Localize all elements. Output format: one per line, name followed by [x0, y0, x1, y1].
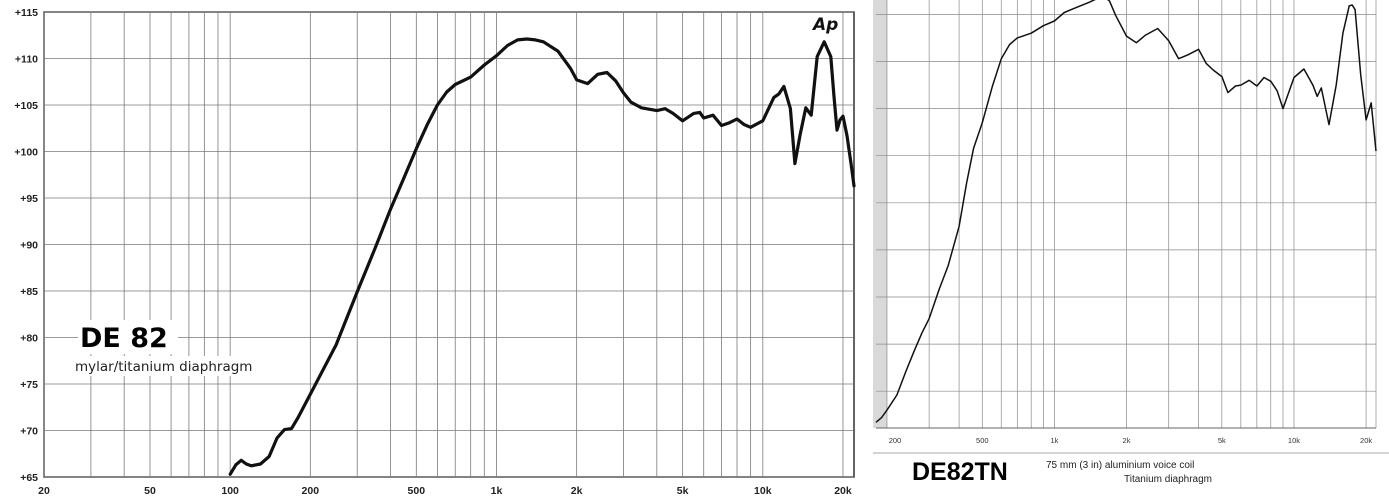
chart1-x-tick-label: 200 [302, 485, 320, 497]
chart1-title: DE 82 [80, 323, 168, 354]
chart1-x-tick-label: 20k [834, 485, 852, 497]
chart2-title: DE82TN [912, 458, 1008, 486]
chart1-y-tick-label: +95 [20, 193, 38, 205]
chart1-y-tick-label: +105 [14, 100, 38, 112]
chart2-x-tick-label: 1k [1050, 436, 1058, 445]
chart1-y-tick-label: +85 [20, 286, 38, 298]
chart2-left-shade [873, 0, 887, 428]
chart1-series-line [228, 37, 856, 476]
chart2-subtitle-line2: Titanium diaphragm [1124, 474, 1212, 485]
chart1-x-ticks: 20 50 100 200 500 1k 2k 5k 10k 20k [38, 485, 852, 497]
chart1-subtitle-backdrop [72, 356, 290, 376]
chart1-x-tick-label: 50 [144, 485, 156, 497]
chart2-x-tick-label: 200 [889, 436, 902, 445]
chart2-grid [876, 0, 1377, 428]
chart1-y-tick-label: +80 [20, 333, 38, 345]
chart2-subtitle-line1: 75 mm (3 in) aluminium voice coil [1046, 460, 1194, 471]
chart1-subtitle: mylar/titanium diaphragm [75, 359, 252, 375]
chart1-y-tick-label: +75 [20, 379, 38, 391]
chart1-y-tick-label: +110 [15, 54, 38, 66]
chart2-x-ticks: 200 500 1k 2k 5k 10k 20k [889, 436, 1373, 445]
chart1-y-tick-label: +65 [20, 472, 38, 484]
chart1-title-backdrop [78, 320, 178, 354]
chart1-y-ticks: +65 +70 +75 +80 +85 +90 +95 +100 +105 +110 +115 [14, 7, 38, 484]
chart1-y-tick-label: +70 [20, 426, 38, 438]
chart1-y-tick-label: +100 [14, 147, 38, 159]
chart-de82tn: 200 500 1k 2k 5k 10k 20k DE82TN 75 mm (3 in) a… [873, 0, 1389, 500]
chart2-series-line [875, 0, 1377, 423]
chart1-y-tick-label: +90 [20, 240, 38, 252]
chart1-x-tick-label: 1k [491, 485, 503, 497]
chart1-x-tick-label: 500 [408, 485, 426, 497]
chart2-x-tick-label: 10k [1288, 436, 1300, 445]
chart2-x-tick-label: 500 [976, 436, 989, 445]
chart1-grid [43, 11, 854, 478]
chart1-x-tick-label: 20 [38, 485, 50, 497]
chart2-x-tick-label: 2k [1123, 436, 1131, 445]
chart1-x-tick-label: 5k [677, 485, 689, 497]
chart1-y-tick-label: +115 [15, 7, 38, 19]
chart1-x-tick-label: 2k [571, 485, 583, 497]
ap-logo: Ap [811, 15, 838, 35]
chart2-x-tick-label: 5k [1218, 436, 1226, 445]
chart-de82: +65 +70 +75 +80 +85 +90 +95 +100 +105 +110 +115 20… [14, 7, 856, 497]
chart1-x-tick-label: 10k [754, 485, 772, 497]
chart2-x-tick-label: 20k [1360, 436, 1372, 445]
chart1-x-tick-label: 100 [221, 485, 239, 497]
